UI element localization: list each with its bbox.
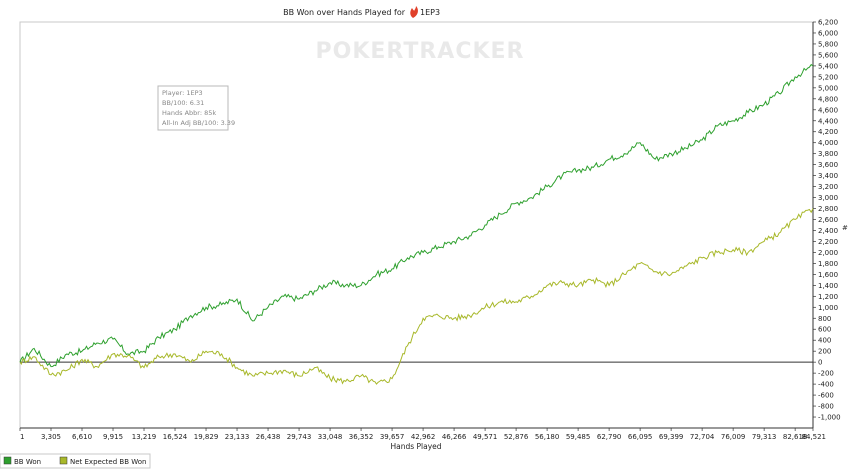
x-tick-label: 62,790 [597, 433, 622, 441]
y-tick-label: 3,200 [818, 183, 838, 191]
y-tick-label: 600 [818, 326, 831, 334]
x-tick-label: 23,133 [225, 433, 250, 441]
x-tick-label: 39,657 [380, 433, 405, 441]
x-tick-label: 19,829 [194, 433, 219, 441]
x-tick-label: 6,610 [72, 433, 92, 441]
hash-icon: # [842, 224, 848, 232]
x-tick-label: 52,876 [504, 433, 529, 441]
x-tick-label: 66,095 [628, 433, 653, 441]
y-tick-label: 1,200 [818, 293, 838, 301]
x-tick-label: 36,352 [349, 433, 374, 441]
info-allin-adj: All-In Adj BB/100: 3.39 [162, 119, 235, 127]
y-tick-label: 6,000 [818, 29, 838, 37]
x-tick-label: 46,266 [442, 433, 467, 441]
y-tick-label: 5,000 [818, 84, 838, 92]
series-line-bb-won [19, 63, 814, 368]
chart-title-player: 1EP3 [420, 8, 440, 17]
y-tick-label: 2,200 [818, 238, 838, 246]
x-tick-label: 84,521 [802, 433, 827, 441]
x-axis-ticks: 1 3,305 6,610 9,915 13,219 16,524 19,829 23,133… [19, 428, 827, 441]
y-tick-label: 5,400 [818, 62, 838, 70]
x-tick-label: 26,438 [256, 433, 281, 441]
y-tick-label: 2,800 [818, 205, 838, 213]
y-tick-label: -800 [818, 403, 834, 411]
x-tick-label: 76,009 [721, 433, 746, 441]
plot-area [19, 21, 814, 429]
x-tick-label: 56,180 [535, 433, 560, 441]
y-tick-label: 4,200 [818, 128, 838, 136]
info-player: Player: 1EP3 [162, 89, 203, 97]
player-flame-icon [410, 6, 418, 18]
x-tick-label: 79,313 [752, 433, 777, 441]
y-tick-label: 400 [818, 337, 831, 345]
y-tick-label: -600 [818, 392, 834, 400]
x-tick-label: 9,915 [103, 433, 123, 441]
y-tick-label: 2,000 [818, 249, 838, 257]
x-tick-label: 33,048 [318, 433, 343, 441]
series-line-net-expected [19, 208, 814, 385]
x-tick-label: 82,618 [783, 433, 808, 441]
y-tick-label: 4,400 [818, 117, 838, 125]
x-tick-label: 69,399 [659, 433, 684, 441]
info-hands: Hands Abbr: 85k [162, 109, 216, 117]
y-tick-label: 1,600 [818, 271, 838, 279]
y-tick-label: 0 [818, 359, 822, 367]
x-tick-label: 72,704 [690, 433, 715, 441]
y-tick-label: 800 [818, 315, 831, 323]
y-tick-label: 4,000 [818, 139, 838, 147]
x-tick-label: 3,305 [41, 433, 61, 441]
x-tick-label: 42,962 [411, 433, 436, 441]
x-tick-label: 16,524 [163, 433, 188, 441]
y-tick-label: 3,400 [818, 172, 838, 180]
series-layer [19, 63, 814, 385]
x-tick-label: 1 [20, 433, 24, 441]
y-tick-label: 5,600 [818, 51, 838, 59]
player-info-box: Player: 1EP3 BB/100: 6.31 Hands Abbr: 85… [157, 85, 235, 131]
y-tick-label: 6,200 [818, 19, 838, 27]
x-tick-label: 49,571 [473, 433, 498, 441]
y-tick-label: 1,800 [818, 260, 838, 268]
legend-label-net-expected: Net Expected BB Won [70, 458, 146, 466]
x-axis-title: Hands Played [390, 442, 441, 451]
y-tick-label: -400 [818, 381, 834, 389]
chart-title: BB Won over Hands Played for [283, 8, 406, 17]
y-tick-label: 5,200 [818, 73, 838, 81]
y-tick-label: 2,400 [818, 227, 838, 235]
legend: BB Won Net Expected BB Won [0, 453, 151, 469]
y-tick-label: -200 [818, 370, 834, 378]
y-tick-label: 1,000 [818, 304, 838, 312]
y-tick-label: 4,800 [818, 95, 838, 103]
y-tick-label: 3,000 [818, 194, 838, 202]
legend-swatch-bb-won [3, 456, 12, 465]
info-bb100: BB/100: 6.31 [162, 99, 204, 107]
y-axis-ticks: -1,000 -800 -600 -400 -200 0 200 400 600 800 1,000… [813, 19, 841, 422]
y-tick-label: 1,400 [818, 282, 838, 290]
x-tick-label: 29,743 [287, 433, 312, 441]
y-tick-label: 3,800 [818, 150, 838, 158]
y-tick-label: 5,800 [818, 40, 838, 48]
legend-swatch-net-expected [59, 456, 68, 465]
y-tick-label: 2,600 [818, 216, 838, 224]
y-tick-label: 200 [818, 348, 831, 356]
y-tick-label: 4,600 [818, 106, 838, 114]
x-tick-label: 13,219 [132, 433, 157, 441]
watermark-logo: POKERTRACKER [316, 39, 525, 64]
y-tick-label: 3,600 [818, 161, 838, 169]
x-tick-label: 59,485 [566, 433, 591, 441]
y-tick-label: -1,000 [818, 414, 841, 422]
legend-label-bb-won: BB Won [14, 458, 41, 466]
